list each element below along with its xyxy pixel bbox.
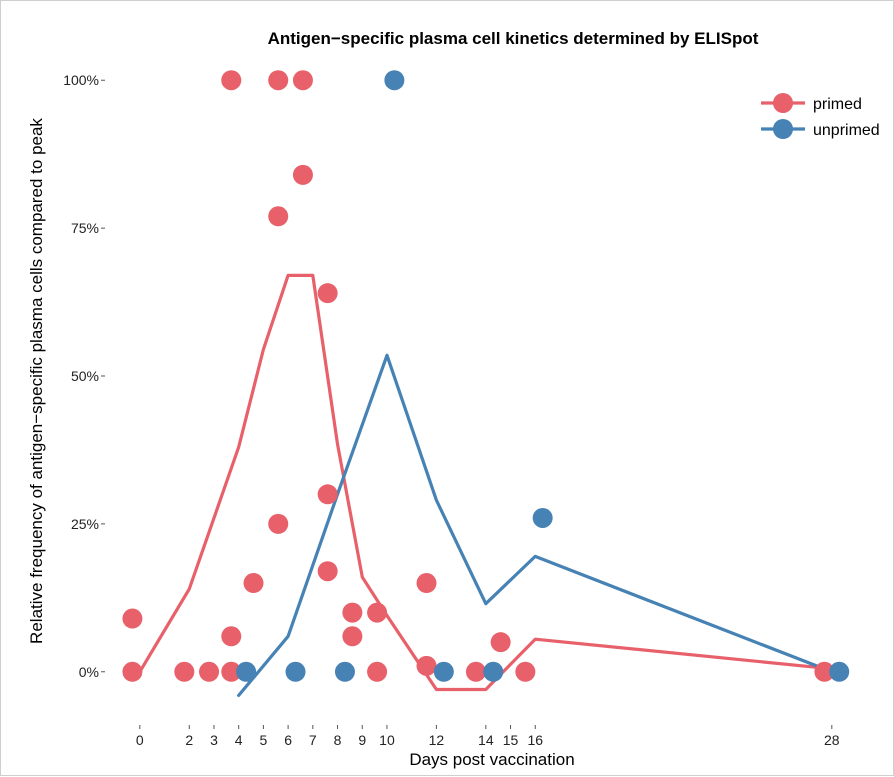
x-tick-label: 28 [824, 732, 840, 748]
primed-point [342, 602, 363, 623]
x-tick-label: 12 [429, 732, 445, 748]
primed-point [367, 602, 388, 623]
unprimed-point [384, 70, 405, 91]
primed-trend-line [138, 273, 834, 692]
unprimed-trend-line [237, 353, 834, 698]
unprimed-point [236, 661, 257, 682]
chart-title: Antigen−specific plasma cell kinetics de… [268, 29, 759, 48]
x-tick-label: 16 [527, 732, 543, 748]
unprimed-legend-label: unprimed [813, 122, 880, 139]
y-axis-title: Relative frequency of antigen−specific p… [27, 118, 46, 644]
unprimed-point [334, 661, 355, 682]
primed-point [317, 283, 338, 304]
primed-point [221, 626, 242, 647]
primed-point [317, 484, 338, 505]
x-axis: 0 2 3 4 5 6 7 8 9 10 12 14 15 16 28 [136, 725, 840, 748]
trend-lines [138, 273, 834, 698]
unprimed-point [483, 661, 504, 682]
primed-point [367, 661, 388, 682]
primed-point [268, 206, 289, 227]
x-tick-label: 0 [136, 732, 144, 748]
x-tick-label: 6 [284, 732, 292, 748]
x-tick-label: 8 [334, 732, 342, 748]
data-points [122, 70, 850, 682]
unprimed-point [829, 661, 850, 682]
primed-legend-label: primed [813, 96, 862, 113]
primed-point [268, 513, 289, 534]
primed-point [221, 661, 242, 682]
x-tick-label: 7 [309, 732, 317, 748]
unprimed-point [532, 507, 553, 528]
primed-point [490, 632, 511, 653]
y-tick-label: 100% [63, 72, 99, 88]
primed-point [317, 561, 338, 582]
legend: primed unprimed [761, 93, 880, 139]
primed-point [292, 164, 313, 185]
primed-point [174, 661, 195, 682]
primed-legend-marker [773, 93, 793, 113]
unprimed-legend-marker [773, 119, 793, 139]
primed-point [416, 655, 437, 676]
primed-point [221, 70, 242, 91]
x-tick-label: 3 [210, 732, 218, 748]
y-axis: 0% 25% 50% 75% 100% [63, 72, 105, 680]
x-tick-label: 4 [235, 732, 243, 748]
x-tick-label: 5 [259, 732, 267, 748]
primed-point [122, 661, 143, 682]
x-tick-label: 2 [185, 732, 193, 748]
x-tick-label: 10 [379, 732, 395, 748]
y-tick-label: 25% [71, 516, 99, 532]
y-tick-label: 50% [71, 368, 99, 384]
primed-point [515, 661, 536, 682]
x-tick-label: 15 [503, 732, 519, 748]
primed-point [199, 661, 220, 682]
primed-point [416, 573, 437, 594]
unprimed-point [285, 661, 306, 682]
x-axis-title: Days post vaccination [409, 750, 574, 769]
y-tick-label: 0% [79, 664, 99, 680]
primed-point [268, 70, 289, 91]
primed-point [292, 70, 313, 91]
unprimed-point [433, 661, 454, 682]
x-tick-label: 9 [358, 732, 366, 748]
x-tick-label: 14 [478, 732, 494, 748]
primed-point [342, 626, 363, 647]
primed-point [122, 608, 143, 629]
primed-point [243, 573, 264, 594]
primed-point [814, 661, 835, 682]
y-tick-label: 75% [71, 220, 99, 236]
primed-point [465, 661, 486, 682]
